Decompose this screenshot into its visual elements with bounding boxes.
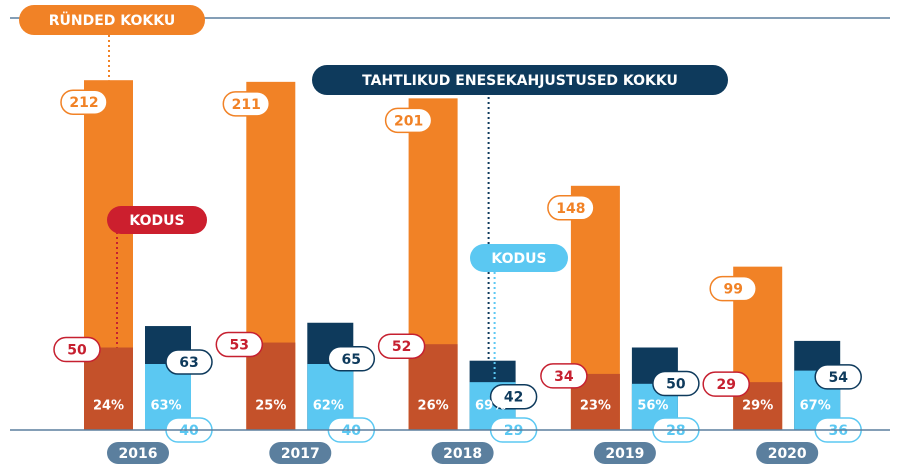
total-selfharm-label: 54	[828, 370, 848, 386]
home-selfharm-share: 62%	[313, 399, 344, 414]
home-attacks-share: 24%	[93, 399, 124, 414]
total-selfharm-label-bg	[652, 370, 700, 397]
annotation-total-attacks-bg	[19, 5, 205, 35]
home-attacks-label-bg	[702, 371, 750, 397]
home-attacks-label-bg	[540, 363, 588, 389]
bar-home-attacks	[246, 342, 296, 430]
home-attacks-label: 52	[392, 339, 411, 355]
total-attacks-label-bg	[384, 107, 433, 134]
total-selfharm-label: 42	[504, 390, 523, 406]
total-selfharm-label-bg	[489, 383, 538, 410]
year-label-bg	[269, 442, 332, 464]
annotation-home-selfharm-bg	[470, 244, 568, 272]
year-label-bg	[593, 442, 656, 464]
total-selfharm-label: 63	[179, 355, 198, 371]
home-attacks-label: 53	[230, 338, 249, 354]
year-label: 2016	[119, 446, 158, 462]
total-attacks-label: 211	[232, 97, 261, 113]
total-selfharm-label-bg	[327, 346, 376, 372]
total-attacks-label: 99	[723, 282, 742, 298]
total-attacks-label-bg	[60, 89, 108, 115]
bar-home-attacks	[408, 344, 458, 430]
annotation-home-attacks: KODUS	[129, 213, 184, 229]
total-attacks-label: 212	[69, 95, 98, 111]
home-selfharm-label: 36	[828, 423, 847, 439]
home-selfharm-label: 28	[666, 423, 685, 439]
annotation-total-attacks: RÜNDED KOKKU	[49, 11, 176, 29]
year-label: 2020	[768, 446, 807, 462]
year-label-bg	[431, 442, 494, 464]
total-attacks-label: 148	[556, 201, 585, 217]
total-selfharm-label: 65	[342, 352, 361, 368]
home-attacks-share: 29%	[742, 399, 773, 414]
home-selfharm-share: 56%	[637, 399, 668, 414]
total-attacks-label-bg	[547, 195, 595, 221]
year-label: 2019	[605, 446, 644, 462]
annotation-total-selfharm-bg	[312, 65, 728, 95]
total-attacks-label-bg	[222, 91, 271, 117]
home-attacks-label-bg	[377, 333, 426, 359]
home-attacks-share: 23%	[580, 399, 611, 414]
home-selfharm-label: 29	[504, 423, 523, 439]
home-attacks-label: 34	[554, 369, 574, 385]
home-selfharm-label: 40	[342, 423, 362, 439]
annotation-total-selfharm: TAHTLIKUD ENESEKAHJUSTUSED KOKKU	[362, 73, 678, 89]
year-label: 2017	[281, 446, 320, 462]
home-attacks-share: 26%	[418, 399, 449, 414]
home-selfharm-label: 40	[179, 423, 199, 439]
year-label: 2018	[443, 446, 482, 462]
annotation-home-attacks-bg	[107, 206, 207, 234]
home-selfharm-share: 69%	[475, 399, 506, 414]
home-attacks-label-bg	[53, 336, 101, 363]
total-selfharm-label-bg	[165, 349, 213, 375]
annotation-home-selfharm: KODUS	[491, 251, 546, 267]
year-label-bg	[107, 442, 169, 464]
total-selfharm-label-bg	[814, 364, 862, 390]
total-selfharm-label: 50	[666, 377, 686, 393]
home-attacks-share: 25%	[255, 399, 286, 414]
home-selfharm-share: 63%	[150, 399, 181, 414]
home-attacks-label-bg	[215, 331, 264, 358]
home-selfharm-share: 67%	[800, 399, 831, 414]
total-attacks-label-bg	[709, 275, 757, 302]
home-attacks-label: 50	[67, 343, 87, 359]
total-attacks-label: 201	[394, 113, 423, 129]
home-attacks-label: 29	[716, 377, 735, 393]
year-label-bg	[756, 442, 819, 464]
